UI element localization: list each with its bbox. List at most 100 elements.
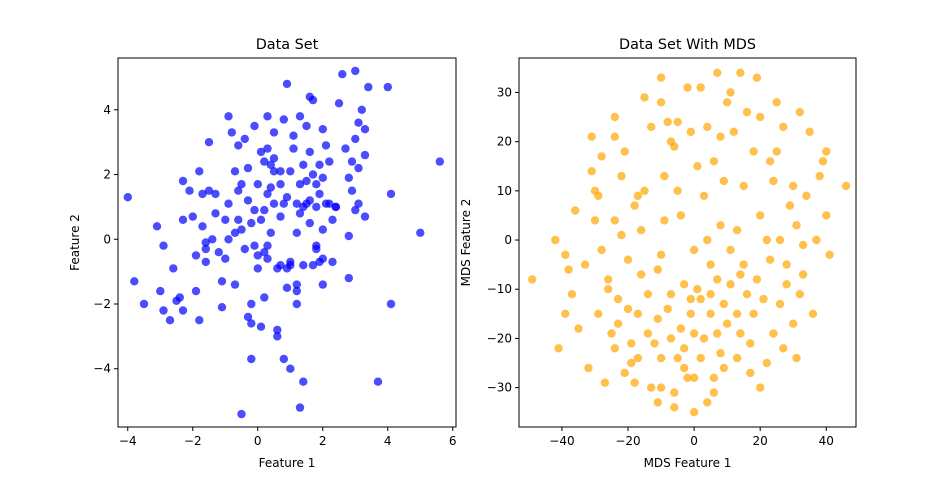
scatter-point <box>620 368 629 378</box>
scatter-point <box>772 98 781 107</box>
x-tick-label: −20 <box>615 434 640 448</box>
scatter-point <box>224 199 233 208</box>
data-points <box>528 68 851 417</box>
scatter-point <box>713 275 722 284</box>
scatter-point <box>243 312 253 322</box>
scatter-point <box>435 157 444 166</box>
scatter-point <box>650 339 659 348</box>
scatter-point <box>234 141 243 150</box>
scatter-point <box>680 280 689 289</box>
scatter-point <box>269 154 279 163</box>
scatter-point <box>742 107 752 117</box>
scatter-point <box>178 306 188 315</box>
scatter-point <box>282 283 292 292</box>
y-tick-label: 0 <box>504 233 512 247</box>
scatter-point <box>263 241 272 250</box>
scatter-point <box>802 191 811 200</box>
scatter-point <box>312 180 321 189</box>
scatter-point <box>273 325 282 335</box>
scatter-point <box>808 309 818 318</box>
x-axis-ticks: −4 −2 0 2 4 6 <box>119 427 457 448</box>
scatter-point <box>713 68 722 78</box>
scatter-point <box>292 199 301 208</box>
scatter-point <box>247 218 256 228</box>
scatter-point <box>528 275 537 284</box>
scatter-point <box>224 235 233 244</box>
scatter-point <box>416 228 425 237</box>
scatter-point <box>610 344 619 353</box>
scatter-panel-right: −40 −20 0 20 40 −30 −20 −10 0 10 20 30 Data Set Wi… <box>459 37 857 470</box>
scatter-point <box>818 157 828 166</box>
scatter-point <box>221 215 230 224</box>
scatter-point <box>729 127 738 136</box>
scatter-point <box>769 176 778 186</box>
scatter-point <box>584 363 593 373</box>
scatter-point <box>282 193 292 202</box>
scatter-point <box>597 152 606 161</box>
scatter-point <box>587 132 596 141</box>
scatter-point <box>347 157 357 166</box>
scatter-point <box>686 309 695 318</box>
y-tick-label: −10 <box>487 282 512 296</box>
scatter-point <box>279 199 288 208</box>
scatter-point <box>689 373 699 382</box>
scatter-point <box>227 128 236 137</box>
scatter-point <box>351 205 360 215</box>
scatter-point <box>594 191 603 200</box>
x-axis-label: Feature 1 <box>259 456 316 470</box>
y-tick-label: 30 <box>497 85 512 99</box>
scatter-point <box>328 215 337 224</box>
scatter-point <box>617 171 626 181</box>
scatter-point <box>286 364 295 373</box>
scatter-point <box>156 286 165 296</box>
scatter-point <box>373 377 383 386</box>
scatter-point <box>299 160 308 169</box>
scatter-point <box>273 332 282 341</box>
scatter-point <box>295 112 305 121</box>
scatter-point <box>597 245 606 255</box>
scatter-point <box>256 147 266 157</box>
scatter-point <box>185 186 194 195</box>
scatter-point <box>266 160 275 169</box>
y-axis-label: MDS Feature 2 <box>459 199 473 287</box>
scatter-point <box>295 180 305 189</box>
scatter-point <box>643 290 653 299</box>
scatter-point <box>386 299 396 309</box>
scatter-point <box>613 294 623 304</box>
scatter-point <box>152 222 162 231</box>
scatter-point <box>726 88 735 97</box>
scatter-point <box>567 290 577 299</box>
scatter-point <box>670 403 679 412</box>
scatter-point <box>263 112 272 121</box>
scatter-point <box>749 309 758 318</box>
scatter-point <box>653 265 662 274</box>
x-axis-ticks: −40 −20 0 20 40 <box>549 427 834 448</box>
scatter-point <box>841 181 851 191</box>
scatter-point <box>666 334 676 343</box>
scatter-point <box>139 299 149 309</box>
scatter-point <box>159 306 168 315</box>
scatter-point <box>253 264 262 273</box>
scatter-point <box>318 254 327 263</box>
scatter-point <box>610 132 619 141</box>
scatter-point <box>640 186 649 195</box>
scatter-point <box>617 230 626 240</box>
scatter-point <box>338 70 347 79</box>
x-tick-label: −4 <box>119 434 137 448</box>
scatter-point <box>250 241 259 250</box>
scatter-point <box>613 319 623 328</box>
scatter-point <box>610 112 619 122</box>
scatter-point <box>782 280 791 289</box>
scatter-point <box>789 181 798 191</box>
scatter-point <box>812 235 821 245</box>
scatter-point <box>266 183 275 192</box>
scatter-point <box>305 147 314 157</box>
scatter-point <box>191 251 201 260</box>
scatter-point <box>308 170 318 179</box>
scatter-point <box>243 196 253 205</box>
scatter-point <box>292 299 301 309</box>
scatter-point <box>360 150 370 160</box>
scatter-point <box>736 270 745 279</box>
scatter-point <box>217 303 227 312</box>
